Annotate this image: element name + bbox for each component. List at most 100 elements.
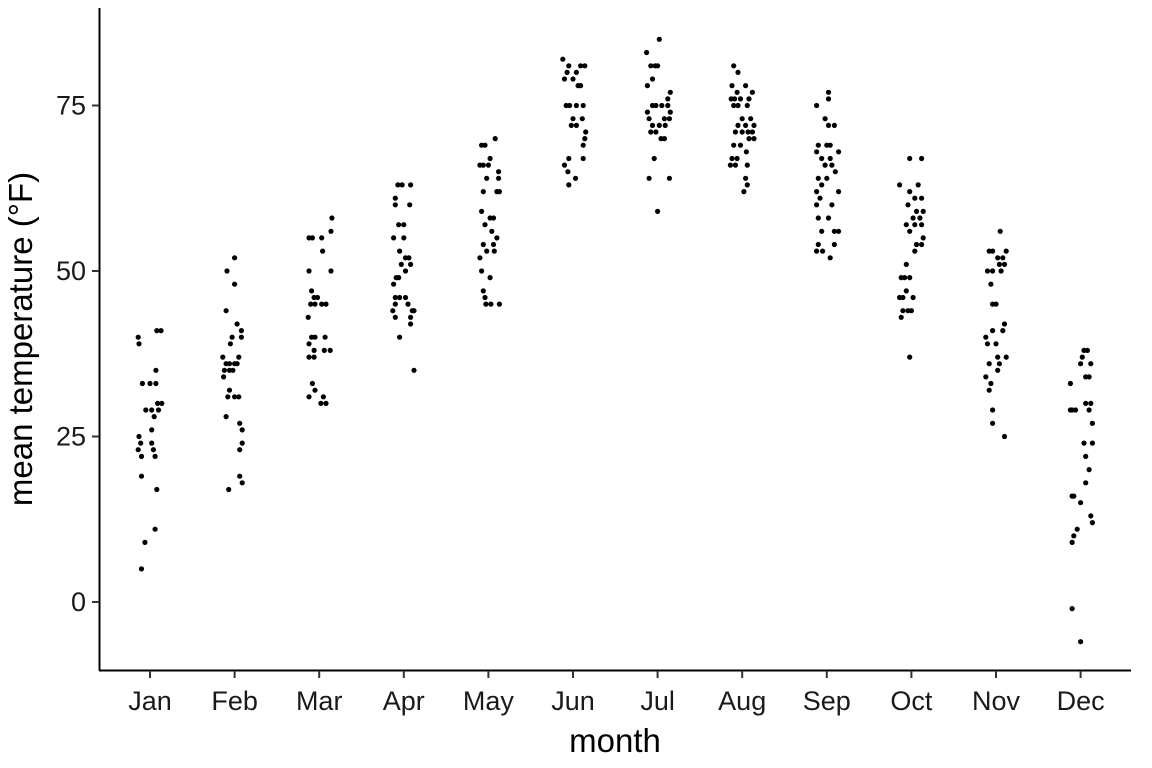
data-point [483,301,489,307]
data-point [990,248,996,254]
data-point [135,447,141,453]
data-point [565,169,571,175]
data-point [236,394,242,400]
y-tick-label: 25 [56,422,86,452]
data-point [824,175,830,181]
data-point [735,69,741,75]
data-point [138,453,145,459]
data-point [651,155,657,162]
x-tick-label: Oct [890,686,933,716]
data-point [819,155,825,162]
data-point [479,268,485,274]
data-point [582,63,588,69]
data-point [825,89,832,95]
data-point [221,367,227,373]
data-point [912,195,918,201]
data-point [1083,400,1089,406]
data-point [566,63,572,69]
data-point [746,96,752,102]
data-point [727,162,734,168]
data-point [1000,328,1006,334]
data-point [829,162,835,168]
data-point [159,400,165,406]
data-point [661,116,668,122]
data-point [405,301,411,307]
data-point [748,116,754,122]
data-point [319,301,325,307]
data-point [142,539,148,546]
data-point [988,281,994,287]
data-point [238,334,244,340]
data-point [815,142,821,148]
data-point [396,222,402,228]
data-point [731,102,737,109]
data-point [237,447,243,453]
data-point [152,526,158,532]
data-point [411,367,417,373]
data-point [397,294,403,301]
data-point [912,222,918,228]
data-point [655,63,661,69]
data-point [496,301,502,307]
data-point [480,288,486,294]
data-point [743,83,749,89]
data-point [1083,480,1089,486]
data-point [135,334,141,340]
data-point [993,341,999,347]
data-point [223,414,229,420]
data-point [735,122,741,128]
data-point [667,109,673,115]
data-point [825,215,832,221]
x-axis-title: month [569,722,661,759]
data-point [408,314,414,320]
data-point [1089,520,1095,526]
data-point [320,394,326,400]
data-point [819,228,825,234]
data-point [648,63,654,69]
data-point [822,116,828,122]
data-point [646,116,652,122]
data-point [578,83,584,89]
data-point [649,76,656,82]
data-point [560,56,566,62]
data-point [827,155,833,162]
data-point [1083,453,1089,459]
data-point [572,175,579,181]
data-point [578,63,584,69]
data-point [903,288,909,294]
data-point [731,63,737,69]
data-point [1067,380,1073,387]
data-point [390,308,396,314]
data-point [579,116,585,122]
data-point [305,314,311,320]
data-point [328,268,334,274]
data-point [391,235,397,241]
data-point [149,427,155,433]
data-point [739,129,745,135]
x-axis-ticks: Jan Feb Mar Apr May Jun Jul Aug Sep Oct Nov Dec [128,671,1105,716]
x-tick-label: Mar [296,686,343,716]
data-point [739,116,745,122]
data-point [814,248,820,254]
data-point [392,202,398,208]
data-point [232,255,238,261]
data-point [147,380,153,387]
data-point [1086,374,1092,380]
data-point [831,122,838,128]
data-point [392,195,398,201]
data-point [983,334,989,340]
data-point [480,241,486,248]
data-point [482,222,488,228]
data-point [1088,361,1094,367]
data-point [990,420,996,426]
data-point [329,215,335,221]
data-point [153,367,159,373]
data-point [492,136,498,142]
data-point [665,102,671,109]
data-point [743,175,749,181]
data-point [729,155,735,162]
data-point [392,314,398,320]
data-point [411,308,417,314]
data-point [731,142,737,148]
data-point [744,162,750,168]
